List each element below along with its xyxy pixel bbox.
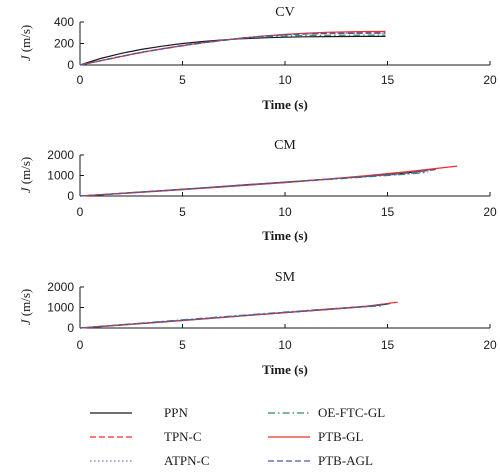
- panel-cm-title: CM: [274, 138, 296, 153]
- panel-cm-y-label-unit: (m/s): [18, 157, 33, 188]
- panel-sm-series-ptb-agl: [79, 303, 390, 329]
- panel-sm-y-tick-label: 1000: [47, 301, 74, 315]
- panel-sm-y-tick-label: 2000: [47, 280, 74, 294]
- panel-cv-y-label-unit: (m/s): [18, 25, 33, 56]
- legend-label-ppn: PPN: [164, 405, 188, 420]
- panel-cm-series-ptb-gl: [79, 165, 458, 197]
- panel-sm-y-label-symbol: J: [18, 318, 33, 325]
- panel-cv-title: CV: [275, 5, 294, 20]
- panel-cv-x-tick-label: 10: [278, 73, 292, 87]
- panel-cm-x-tick-label: 10: [278, 205, 292, 219]
- panel-sm-x-tick-label: 0: [77, 338, 84, 352]
- panel-cv-x-tick-label: 20: [483, 73, 497, 87]
- panel-cv-y-tick-label: 400: [54, 15, 74, 29]
- panel-sm: SM 0 1000 2000 0 5 10 15 20 Time (s) J (m/s): [18, 270, 497, 377]
- panel-cm-y-tick-label: 0: [67, 189, 74, 203]
- legend-item-ptb-gl: PTB-GL: [268, 429, 364, 444]
- panel-cm-y-label-symbol: J: [18, 186, 33, 193]
- legend-label-atpn-c: ATPN-C: [164, 453, 210, 468]
- legend-label-tpn-c: TPN-C: [164, 429, 202, 444]
- legend-item-tpn-c: TPN-C: [90, 429, 202, 444]
- panel-cv-series-tpn-c: [79, 31, 386, 66]
- panel-cm-x-tick-label: 5: [179, 205, 186, 219]
- panel-cv-series-ptb-agl: [79, 32, 386, 66]
- panel-cv-y-label-symbol: J: [18, 54, 33, 61]
- panel-sm-x-tick-label: 15: [381, 338, 395, 352]
- legend-label-ptb-gl: PTB-GL: [318, 429, 364, 444]
- panel-cm-y-label: J (m/s): [18, 157, 33, 193]
- panel-cm-series-ptb-agl: [79, 169, 435, 197]
- panel-cm-x-label: Time (s): [262, 228, 308, 243]
- panel-sm-x-tick-label: 10: [278, 338, 292, 352]
- panel-cv-x-tick-label: 15: [381, 73, 395, 87]
- legend-item-ptb-agl: PTB-AGL: [268, 453, 373, 468]
- panel-cm-x-tick-label: 20: [483, 205, 497, 219]
- panel-cm-y-tick-label: 2000: [47, 148, 74, 162]
- panel-sm-x-tick-label: 20: [483, 338, 497, 352]
- panel-cv-x-label: Time (s): [262, 97, 308, 112]
- legend-label-ptb-agl: PTB-AGL: [318, 453, 373, 468]
- legend-label-oe-ftc-gl: OE-FTC-GL: [318, 405, 385, 420]
- panel-cv-series-ppn: [79, 35, 386, 66]
- panel-cm-series-ppn: [79, 168, 433, 197]
- legend-item-ppn: PPN: [90, 405, 188, 420]
- panel-cv-y-tick-label: 0: [67, 58, 74, 72]
- panel-cm-x-tick-label: 15: [381, 205, 395, 219]
- panel-sm-y-label-unit: (m/s): [18, 289, 33, 320]
- panel-sm-title: SM: [275, 270, 296, 285]
- panel-sm-y-label: J (m/s): [18, 289, 33, 325]
- panel-sm-y-tick-label: 0: [67, 321, 74, 335]
- panel-cv-y-tick-label: 200: [54, 37, 74, 51]
- panel-cm: CM 0 1000 2000 0 5 10 15 20 Time (s) J (m/s): [18, 138, 497, 243]
- panel-sm-x-tick-label: 5: [179, 338, 186, 352]
- panel-cv-series-atpn-c: [79, 32, 386, 66]
- panel-cm-y-tick-label: 1000: [47, 169, 74, 183]
- panel-cv: CV 0 200 400 0 5 10 15 20 Time (s) J (m/s): [18, 5, 497, 112]
- panel-cv-x-tick-label: 5: [179, 73, 186, 87]
- legend-item-oe-ftc-gl: OE-FTC-GL: [268, 405, 385, 420]
- legend-item-atpn-c: ATPN-C: [90, 453, 210, 468]
- legend: PPN TPN-C ATPN-C OE-FTC-GL PTB-GL PTB-AGL: [90, 405, 385, 468]
- panel-sm-x-label: Time (s): [262, 362, 308, 377]
- panel-cv-x-tick-label: 0: [77, 73, 84, 87]
- panel-cv-y-label: J (m/s): [18, 25, 33, 61]
- panel-cm-x-tick-label: 0: [77, 205, 84, 219]
